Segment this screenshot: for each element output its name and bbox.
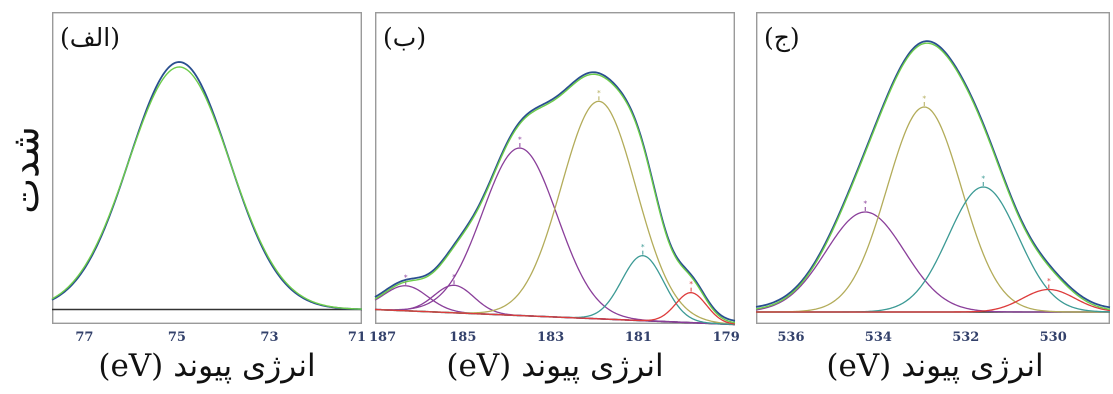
peak-marker-glyph-1: * <box>404 274 408 282</box>
y-axis-label-text: شدت <box>3 126 47 214</box>
fit-curve <box>755 42 1111 311</box>
x-axis-title: انرژی پیوند <box>173 348 316 384</box>
fit-curve <box>374 73 736 324</box>
y-axis-label: شدت <box>3 110 47 230</box>
fit-curve <box>51 66 363 310</box>
panel-b: * * * * * * 187 185 183 181 179 (ب) <box>369 11 740 348</box>
peak-marker-glyph-4: * <box>1047 278 1051 286</box>
x-axis-title: انرژی پیوند <box>901 348 1044 384</box>
peak-marker-glyph-6: * <box>689 281 693 289</box>
peak-marker-glyph-3: * <box>982 175 986 183</box>
x-axis-title: انرژی پیوند <box>521 348 664 384</box>
x-tick-label: 536 <box>777 330 804 345</box>
panel-label: (الف) <box>60 23 120 52</box>
panel-label: (ب) <box>383 23 426 52</box>
peak-marker-glyph-1: * <box>864 200 868 208</box>
x-axis-unit: (eV) <box>826 348 892 384</box>
plot-frame <box>51 11 363 325</box>
x-tick-label: 534 <box>865 330 892 345</box>
plot-frame <box>374 11 736 325</box>
peak-marker-glyph-4: * <box>597 89 601 97</box>
component-peak-4 <box>756 288 1111 313</box>
x-tick-label: 187 <box>369 330 396 345</box>
peak-marker-glyph-3: * <box>518 136 522 144</box>
x-axis-label-b: (eV) انرژی پیوند <box>375 344 735 388</box>
x-axis-label-a: (eV) انرژی پیوند <box>52 344 362 388</box>
x-tick-label: 77 <box>75 330 93 345</box>
x-axis-unit: (eV) <box>446 348 512 384</box>
x-axis-label-c: (eV) انرژی پیوند <box>760 344 1110 388</box>
plot-frame <box>755 11 1111 325</box>
x-tick-label: 532 <box>952 330 979 345</box>
panel-c: * * * * 536 534 532 530 (ج) <box>755 11 1111 348</box>
chart-svg: * *****187 185 183 181 179(ب) <box>369 11 740 345</box>
x-tick-label: 183 <box>537 330 564 345</box>
envelope-curve <box>755 40 1111 309</box>
envelope-curve <box>374 71 736 322</box>
x-tick-label: 530 <box>1040 330 1067 345</box>
x-tick-label: 71 <box>348 330 366 345</box>
x-axis-unit: (eV) <box>98 348 164 384</box>
x-tick-label: 73 <box>260 330 278 345</box>
panel-label: (ج) <box>764 23 800 53</box>
peak-marker-glyph-2: * <box>923 95 927 103</box>
x-tick-label: 179 <box>713 330 740 345</box>
x-tick-label: 185 <box>449 330 476 345</box>
x-tick-label: 75 <box>168 330 186 345</box>
x-tick-label: 181 <box>625 330 652 345</box>
peak-marker-glyph-5: * <box>641 244 645 252</box>
chart-svg: * * * * 536 534 532 530 (ج) <box>755 11 1111 345</box>
chart-svg: 77 75 73 71 (الف) <box>51 11 366 345</box>
panel-a: 77 75 73 71 (الف) <box>51 11 366 348</box>
component-peak-6 <box>374 292 736 325</box>
component-peak-2 <box>756 106 1110 313</box>
